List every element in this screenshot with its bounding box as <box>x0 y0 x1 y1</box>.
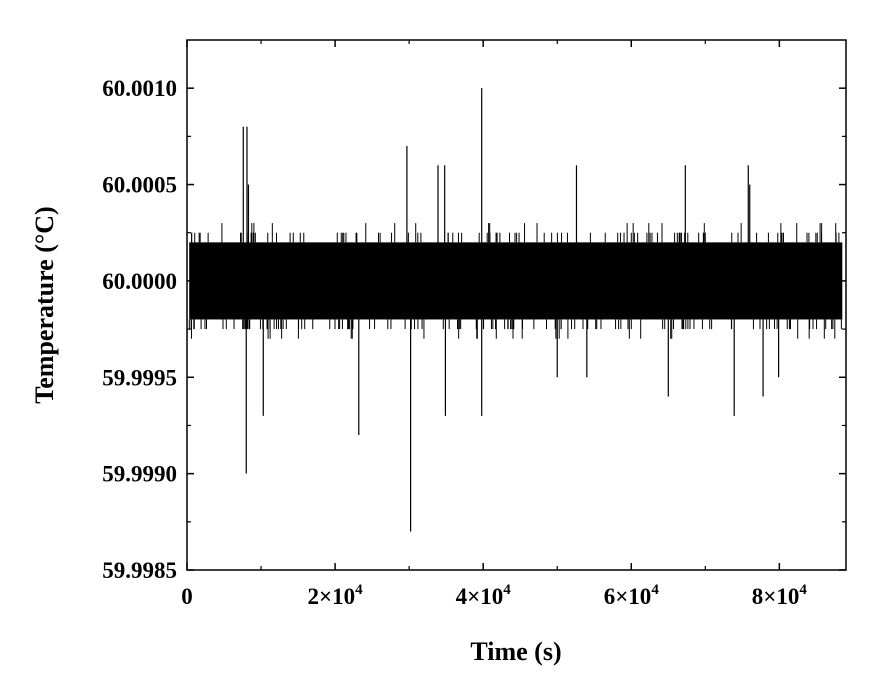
y-tick-label: 60.0005 <box>102 173 177 198</box>
y-tick-label: 59.9985 <box>102 558 177 583</box>
x-tick-label: 4×104 <box>456 582 512 609</box>
y-tick-label: 59.9990 <box>102 462 177 487</box>
x-tick-label: 6×104 <box>604 582 660 609</box>
y-axis-title: Temperature (°C) <box>30 206 59 403</box>
tick-labels: 59.9985 59.9990 59.9995 60.0000 60.0005 60.00… <box>102 76 807 609</box>
plot-frame <box>186 39 847 571</box>
y-tick-label: 59.9995 <box>102 365 177 390</box>
x-tick-label: 0 <box>181 584 193 609</box>
x-axis-title: Time (s) <box>470 637 561 666</box>
y-tick-label: 60.0000 <box>102 269 177 294</box>
x-tick-label: 2×104 <box>308 582 364 609</box>
x-tick-label: 8×104 <box>752 582 808 609</box>
y-tick-label: 60.0010 <box>102 76 177 101</box>
axis-ticks <box>186 40 846 571</box>
data-series <box>188 88 843 532</box>
noise-band <box>189 242 843 320</box>
